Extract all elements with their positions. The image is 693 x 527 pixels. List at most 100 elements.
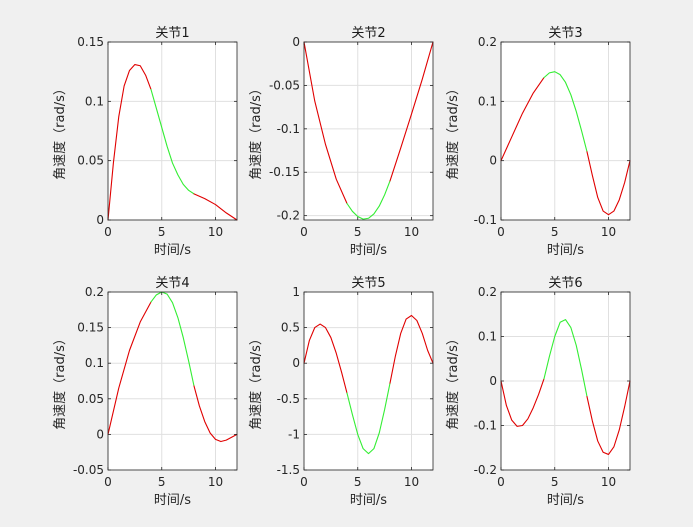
x-tick-label-4-1: 5 xyxy=(158,475,166,489)
y-axis-label-5: 角速度（rad/s） xyxy=(248,332,264,430)
x-tick-label-1-1: 5 xyxy=(158,225,166,239)
y-tick-label-1-0: 0 xyxy=(96,213,104,227)
y-tick-label-6-4: 0.2 xyxy=(478,285,497,299)
x-tick-label-5-1: 5 xyxy=(354,475,362,489)
y-tick-label-1-3: 0.15 xyxy=(77,35,104,49)
y-tick-label-2-4: -0.2 xyxy=(277,209,300,223)
series-line-1-1 xyxy=(107,64,152,221)
plot-area-1 xyxy=(108,42,237,220)
y-axis-label-4: 角速度（rad/s） xyxy=(52,332,68,430)
y-tick-label-2-0: 0 xyxy=(292,35,300,49)
x-tick-label-4-0: 0 xyxy=(104,475,112,489)
plot-area-4 xyxy=(108,292,237,470)
subplot-title-4: 关节4 xyxy=(155,276,189,291)
subplot-1: 0 5 10 0 0.05 0.1 0.15 关节1 时间/s 角速度（rad/s） xyxy=(52,26,238,258)
x-tick-label-4-2: 10 xyxy=(208,475,223,489)
y-tick-label-3-0: -0.1 xyxy=(474,213,497,227)
y-tick-label-4-5: 0.2 xyxy=(85,285,104,299)
x-axis-label-1: 时间/s xyxy=(154,243,191,258)
y-tick-label-5-1: -1 xyxy=(288,427,300,441)
x-axis-label-3: 时间/s xyxy=(547,243,584,258)
y-tick-label-4-0: -0.05 xyxy=(73,463,104,477)
y-tick-label-5-5: 1 xyxy=(292,285,300,299)
series-line-6-2 xyxy=(543,319,588,398)
series-line-4-2 xyxy=(150,291,195,387)
y-axis-label-6: 角速度（rad/s） xyxy=(445,332,461,430)
series-line-4-1 xyxy=(107,301,152,435)
series-line-2-3 xyxy=(389,41,434,182)
subplot-title-2: 关节2 xyxy=(351,26,385,41)
y-tick-label-5-4: 0.5 xyxy=(281,321,300,335)
series-line-5-1 xyxy=(303,323,348,394)
y-tick-label-2-1: -0.05 xyxy=(269,78,300,92)
subplot-title-3: 关节3 xyxy=(548,26,582,41)
x-tick-label-6-0: 0 xyxy=(497,475,505,489)
axes-box-3 xyxy=(500,41,631,221)
series-line-2-2 xyxy=(346,180,391,220)
y-tick-label-3-3: 0.2 xyxy=(478,35,497,49)
series-line-3-2 xyxy=(543,71,588,153)
y-tick-label-6-2: 0 xyxy=(489,374,497,388)
x-axis-label-6: 时间/s xyxy=(547,493,584,508)
x-tick-label-2-0: 0 xyxy=(300,225,308,239)
y-axis-label-3: 角速度（rad/s） xyxy=(445,82,461,180)
series-line-5-2 xyxy=(346,382,391,455)
subplot-6: 0 5 10 -0.2 -0.1 0 0.1 0.2 关节6 时间/s 角速度（rad/s） xyxy=(445,276,631,508)
subplot-5: 0 5 10 -1.5 -1 -0.5 0 0.5 1 关节5 时间/s 角速度（rad/s） xyxy=(248,276,434,508)
series-line-3-1 xyxy=(500,77,545,162)
x-tick-label-5-2: 10 xyxy=(404,475,419,489)
x-tick-label-2-2: 10 xyxy=(404,225,419,239)
y-tick-label-3-2: 0.1 xyxy=(478,94,497,108)
series-line-1-2 xyxy=(150,88,195,195)
x-tick-label-3-0: 0 xyxy=(497,225,505,239)
plot-area-2 xyxy=(304,42,433,220)
axes-box-5 xyxy=(303,291,434,471)
y-axis-label-2: 角速度（rad/s） xyxy=(248,82,264,180)
x-tick-label-3-2: 10 xyxy=(601,225,616,239)
y-tick-label-1-2: 0.1 xyxy=(85,94,104,108)
y-tick-label-6-1: -0.1 xyxy=(474,419,497,433)
y-tick-label-5-0: -1.5 xyxy=(277,463,300,477)
y-tick-label-4-3: 0.1 xyxy=(85,356,104,370)
series-line-1-3 xyxy=(193,193,238,221)
y-tick-label-5-3: 0 xyxy=(292,356,300,370)
plot-area-5 xyxy=(304,292,433,470)
x-tick-label-3-1: 5 xyxy=(551,225,559,239)
y-tick-label-1-1: 0.05 xyxy=(77,154,104,168)
subplot-2: 0 5 10 0 -0.05 -0.1 -0.15 -0.2 关节2 时间/s 角速度（rad/s） xyxy=(248,26,434,258)
series-line-5-3 xyxy=(389,314,434,384)
subplot-title-5: 关节5 xyxy=(351,276,385,291)
x-tick-label-5-0: 0 xyxy=(300,475,308,489)
subplot-4: 0 5 10-0.0500.050.10.150.2关节4时间/s角速度（rad/s… xyxy=(52,276,238,508)
x-tick-label-2-1: 5 xyxy=(354,225,362,239)
y-tick-label-4-1: 0 xyxy=(96,427,104,441)
x-axis-label-5: 时间/s xyxy=(350,493,387,508)
plot-area-3 xyxy=(501,42,630,220)
x-axis-label-4: 时间/s xyxy=(154,493,191,508)
series-line-2-1 xyxy=(303,41,348,205)
x-tick-label-6-2: 10 xyxy=(601,475,616,489)
x-axis-label-2: 时间/s xyxy=(350,243,387,258)
series-line-6-1 xyxy=(500,378,545,427)
y-tick-label-4-4: 0.15 xyxy=(77,321,104,335)
y-tick-label-6-3: 0.1 xyxy=(478,330,497,344)
series-line-3-3 xyxy=(586,151,631,216)
y-axis-label-1: 角速度（rad/s） xyxy=(52,82,68,180)
y-tick-label-3-1: 0 xyxy=(489,154,497,168)
y-tick-label-4-2: 0.05 xyxy=(77,392,104,406)
axes-box-1 xyxy=(107,41,238,221)
x-tick-label-1-0: 0 xyxy=(104,225,112,239)
y-tick-label-6-0: -0.2 xyxy=(474,463,497,477)
y-tick-label-5-2: -0.5 xyxy=(277,392,300,406)
axes-box-4 xyxy=(107,291,238,471)
x-tick-label-6-1: 5 xyxy=(551,475,559,489)
x-tick-label-1-2: 10 xyxy=(208,225,223,239)
series-line-4-3 xyxy=(193,385,238,443)
subplot-title-6: 关节6 xyxy=(548,276,582,291)
y-tick-label-2-2: -0.1 xyxy=(277,122,300,136)
axes-box-2 xyxy=(303,41,434,221)
subplot-title-1: 关节1 xyxy=(155,26,189,41)
y-tick-label-2-3: -0.15 xyxy=(269,165,300,179)
